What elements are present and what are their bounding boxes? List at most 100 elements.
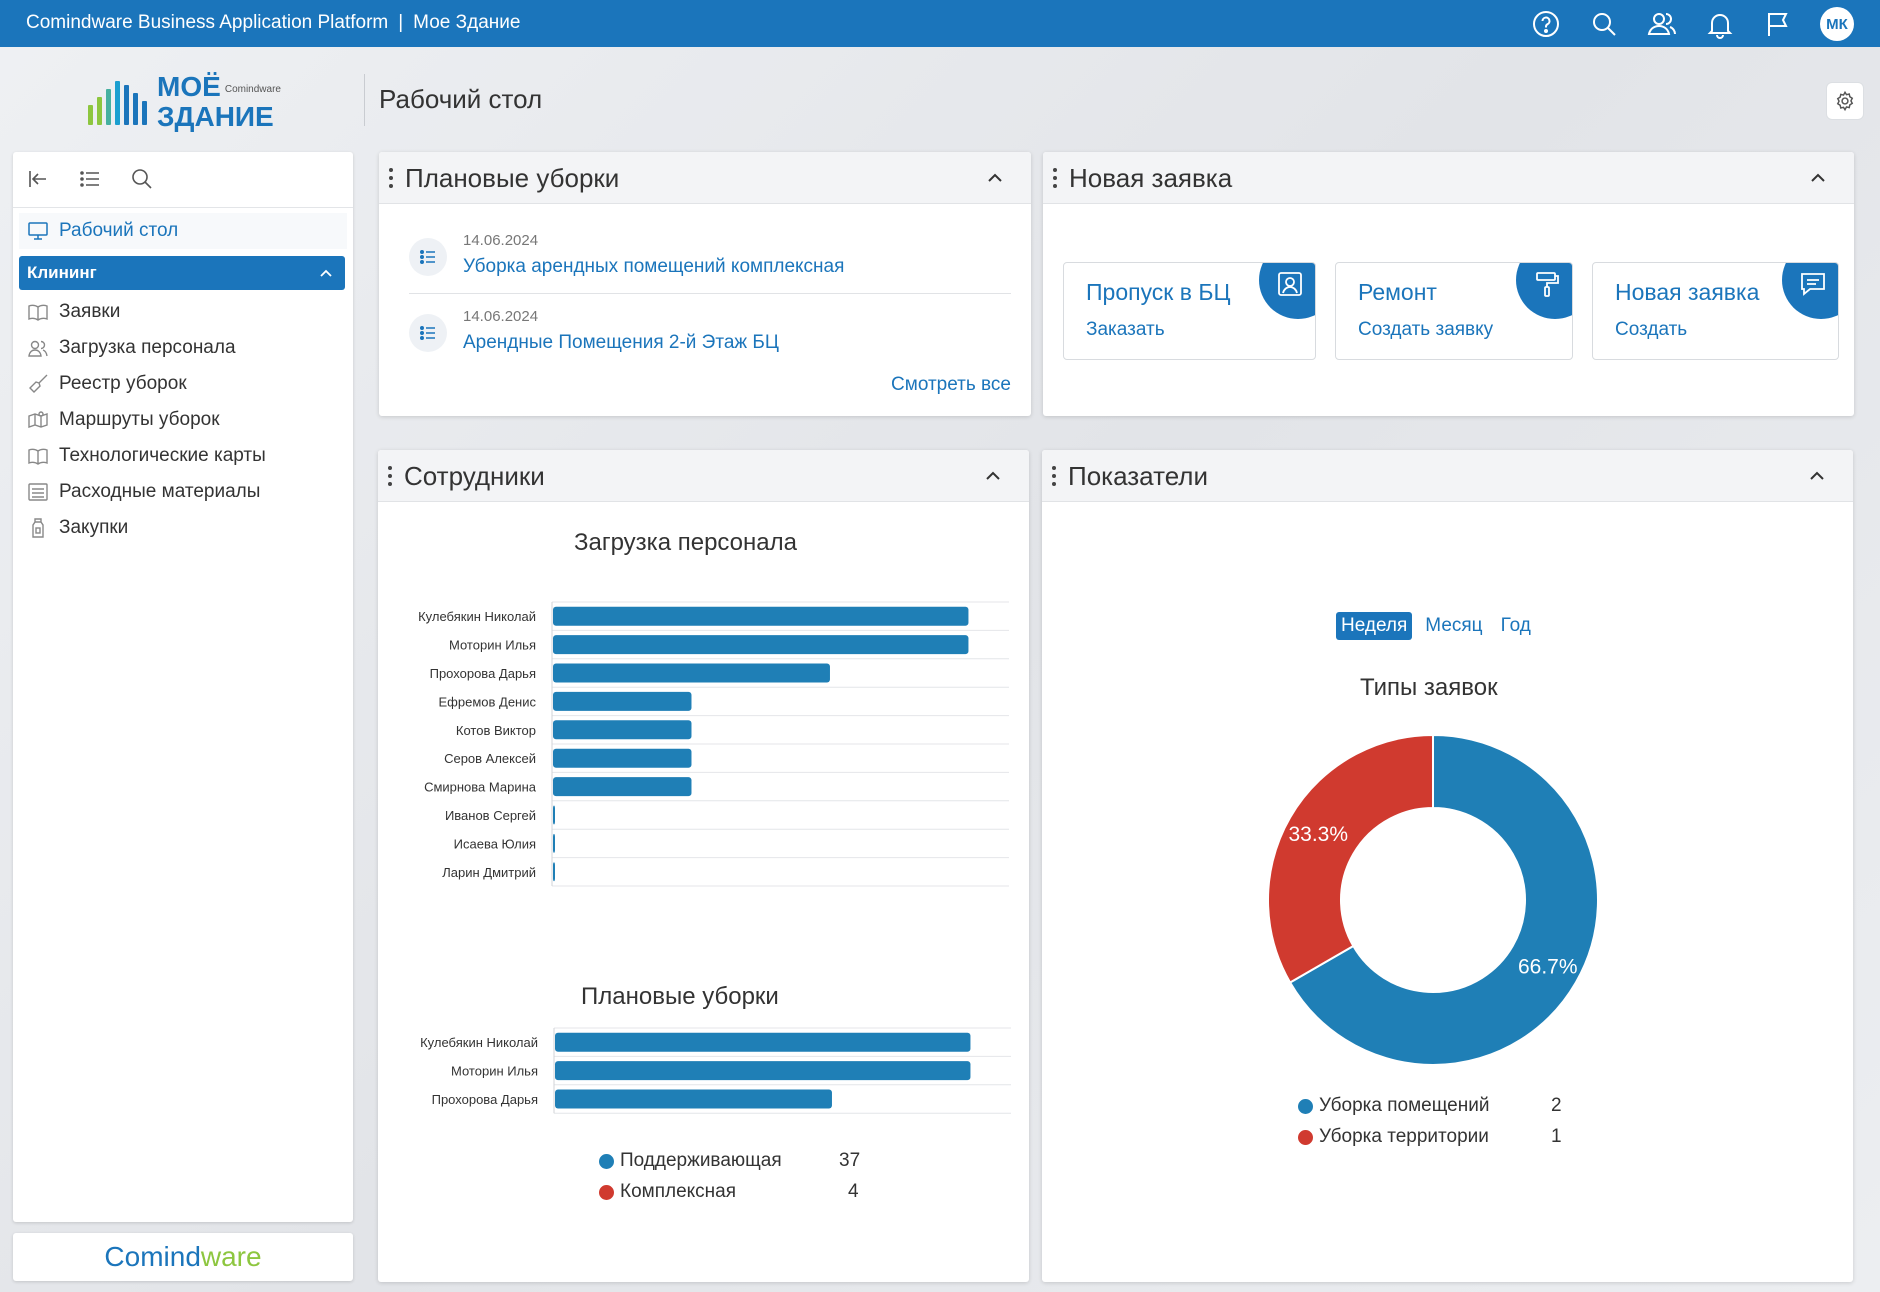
title-separator: | — [398, 12, 404, 33]
header-divider — [364, 74, 365, 126]
collapse-panel-icon[interactable] — [983, 466, 1003, 486]
bar[interactable] — [553, 691, 692, 711]
logo-line2: ЗДАНИЕ — [157, 101, 274, 132]
sidebar-item-tech-cards[interactable]: Технологические карты — [19, 438, 266, 474]
bottle-icon — [32, 518, 44, 538]
map-icon — [28, 411, 48, 428]
app-title: Comindware Business Application Platform… — [26, 12, 520, 34]
bell-icon[interactable] — [1704, 8, 1736, 40]
legend-value: 2 — [1551, 1095, 1562, 1116]
category-label: Моторин Илья — [451, 1064, 538, 1079]
period-month-button[interactable]: Месяц — [1425, 615, 1483, 636]
bar[interactable] — [553, 635, 969, 655]
category-label: Котов Виктор — [456, 723, 536, 738]
bar[interactable] — [553, 663, 830, 683]
sidebar-item-cleaning-registry[interactable]: Реестр уборок — [19, 366, 187, 402]
tile-repair[interactable]: Ремонт Создать заявку — [1335, 262, 1573, 360]
top-bar: Comindware Business Application Platform… — [0, 0, 1880, 47]
sidebar-item-label: Рабочий стол — [59, 220, 179, 241]
bar[interactable] — [553, 805, 555, 825]
sidebar-group-cleaning[interactable]: Клининг — [19, 256, 345, 290]
list-view-icon[interactable] — [77, 166, 103, 192]
sidebar-item-label: Реестр уборок — [59, 373, 187, 394]
sidebar-search-icon[interactable] — [129, 166, 155, 192]
collapse-panel-icon[interactable] — [1807, 466, 1827, 486]
sidebar-item-cleaning-routes[interactable]: Маршруты уборок — [19, 402, 220, 438]
legend-label: Уборка территории — [1319, 1126, 1489, 1147]
bar[interactable] — [553, 833, 555, 853]
tile-new-request[interactable]: Новая заявка Создать — [1592, 262, 1839, 360]
help-icon[interactable] — [1530, 8, 1562, 40]
legend-marker — [1298, 1129, 1313, 1145]
period-week-button[interactable]: Неделя — [1336, 612, 1413, 640]
legend-item[interactable]: Поддерживающая 37 — [599, 1150, 861, 1172]
footer-brand-b: ware — [200, 1241, 262, 1272]
user-avatar[interactable]: МК — [1820, 7, 1854, 41]
paint-roller-icon — [1536, 272, 1559, 297]
logo-line1: МОЁ — [157, 71, 221, 102]
tile-title: Новая заявка — [1615, 279, 1760, 305]
legend-item[interactable]: Комплексная 4 — [599, 1181, 859, 1203]
chart-title-scheduled-cleanings: Плановые уборки — [581, 983, 779, 1010]
monitor-icon — [28, 222, 48, 240]
bar[interactable] — [555, 1032, 971, 1052]
settings-button[interactable] — [1826, 82, 1864, 120]
legend-item[interactable]: Уборка территории 1 — [1298, 1126, 1588, 1148]
bar[interactable] — [553, 862, 555, 882]
panel-metrics: Показатели Неделя Месяц Год Типы заявок … — [1042, 450, 1853, 1282]
list-item[interactable]: 14.06.2024 Арендные Помещения 2-й Этаж Б… — [409, 298, 1011, 370]
bar[interactable] — [553, 777, 692, 797]
search-icon[interactable] — [1588, 8, 1620, 40]
request-types-donut-chart: 66.7% 33.3% — [1267, 733, 1599, 1066]
chat-icon — [1801, 273, 1825, 296]
logo-bars-icon — [88, 79, 147, 125]
sidebar-item-requests[interactable]: Заявки — [19, 294, 120, 330]
period-year-button[interactable]: Год — [1500, 615, 1531, 636]
legend-item[interactable]: Уборка помещений 2 — [1298, 1095, 1588, 1117]
category-label: Ларин Дмитрий — [442, 865, 536, 880]
donut-slice[interactable] — [1267, 733, 1434, 984]
collapse-panel-icon[interactable] — [985, 168, 1005, 188]
bar[interactable] — [553, 606, 969, 626]
category-label: Иванов Сергей — [445, 808, 536, 823]
item-link[interactable]: Уборка арендных помещений комплексная — [463, 256, 845, 277]
category-label: Смирнова Марина — [424, 780, 537, 795]
collapse-panel-icon[interactable] — [1808, 168, 1828, 188]
flag-icon[interactable] — [1762, 8, 1794, 40]
sidebar-group-label: Клининг — [27, 263, 97, 282]
panel-title: Плановые уборки — [405, 163, 620, 193]
bar[interactable] — [553, 720, 692, 740]
logo-vendor: Comindware — [224, 84, 281, 95]
drag-handle-icon[interactable] — [1053, 168, 1057, 188]
chevron-up-icon — [320, 269, 332, 277]
sidebar-item-purchases[interactable]: Закупки — [19, 510, 128, 546]
drag-handle-icon[interactable] — [389, 168, 393, 188]
donut-slice[interactable] — [1288, 733, 1599, 1066]
category-label: Ефремов Денис — [439, 694, 537, 709]
tile-title: Пропуск в БЦ — [1086, 279, 1231, 305]
chart-title-request-types: Типы заявок — [1360, 674, 1498, 701]
users-icon — [28, 340, 48, 357]
panel-title: Новая заявка — [1069, 163, 1233, 193]
legend-marker — [599, 1153, 614, 1169]
legend-value: 37 — [839, 1150, 861, 1171]
bar[interactable] — [553, 748, 692, 768]
sidebar-item-staff-load[interactable]: Загрузка персонала — [19, 330, 236, 366]
sidebar-item-consumables[interactable]: Расходные материалы — [19, 474, 260, 510]
list-item[interactable]: 14.06.2024 Уборка арендных помещений ком… — [409, 222, 1011, 294]
sidebar-item-desktop[interactable]: Рабочий стол — [19, 213, 347, 249]
collapse-sidebar-icon[interactable] — [25, 166, 51, 192]
category-label: Моторин Илья — [449, 638, 536, 653]
drag-handle-icon[interactable] — [1052, 466, 1056, 486]
sidebar-item-label: Технологические карты — [59, 445, 266, 466]
period-switcher: Неделя Месяц Год — [1336, 612, 1536, 640]
users-icon[interactable] — [1646, 8, 1678, 40]
item-date: 14.06.2024 — [463, 232, 539, 249]
tile-building-pass[interactable]: Пропуск в БЦ Заказать — [1063, 262, 1316, 360]
drag-handle-icon[interactable] — [388, 466, 392, 486]
panel-new-request: Новая заявка Пропуск в БЦ Заказать Ремон… — [1043, 152, 1854, 416]
item-link[interactable]: Арендные Помещения 2-й Этаж БЦ — [463, 332, 779, 353]
see-all-link[interactable]: Смотреть все — [891, 374, 1011, 395]
bar[interactable] — [555, 1089, 832, 1109]
bar[interactable] — [555, 1061, 971, 1081]
